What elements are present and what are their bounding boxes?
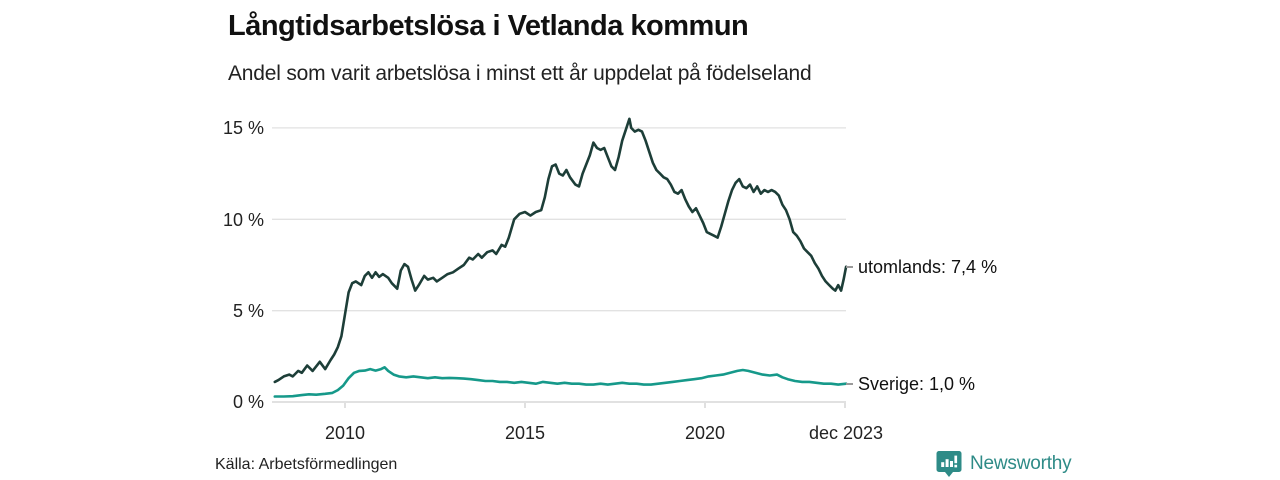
x-tick-label-2010: 2010 — [324, 423, 366, 443]
series-label-utomlands: utomlands: 7,4 % — [846, 256, 997, 278]
y-tick-label-0: 0 % — [232, 392, 264, 412]
y-tick-label-10: 10 % — [222, 210, 264, 230]
chart-title: Långtidsarbetslösa i Vetlanda kommun — [228, 10, 749, 42]
chart-subtitle: Andel som varit arbetslösa i minst ett å… — [228, 62, 812, 85]
y-tick-label-5: 5 % — [232, 301, 264, 321]
series-label-sverige-text: Sverige: 1,0 % — [858, 373, 976, 394]
newsworthy-logo[interactable]: Newsworthy — [936, 450, 1072, 478]
source-note: Källa: Arbetsförmedlingen — [215, 456, 398, 473]
series-label-sverige: Sverige: 1,0 % — [846, 373, 975, 395]
series-line-utomlands — [273, 117, 848, 384]
newsworthy-logo-icon — [936, 451, 962, 477]
line-chart-plot — [272, 117, 848, 408]
x-tick-label-2020: 2020 — [684, 423, 726, 443]
series-line-sverige — [273, 365, 848, 398]
series-label-utomlands-text: utomlands: 7,4 % — [858, 256, 998, 277]
x-tick-label-dec-2023: dec 2023 — [808, 423, 884, 443]
y-tick-label-15: 15 % — [222, 118, 264, 138]
newsworthy-wordmark: Newsworthy — [970, 453, 1072, 474]
x-tick-label-2015: 2015 — [504, 423, 546, 443]
label-tick-dash — [846, 266, 853, 268]
label-tick-dash — [846, 383, 853, 385]
